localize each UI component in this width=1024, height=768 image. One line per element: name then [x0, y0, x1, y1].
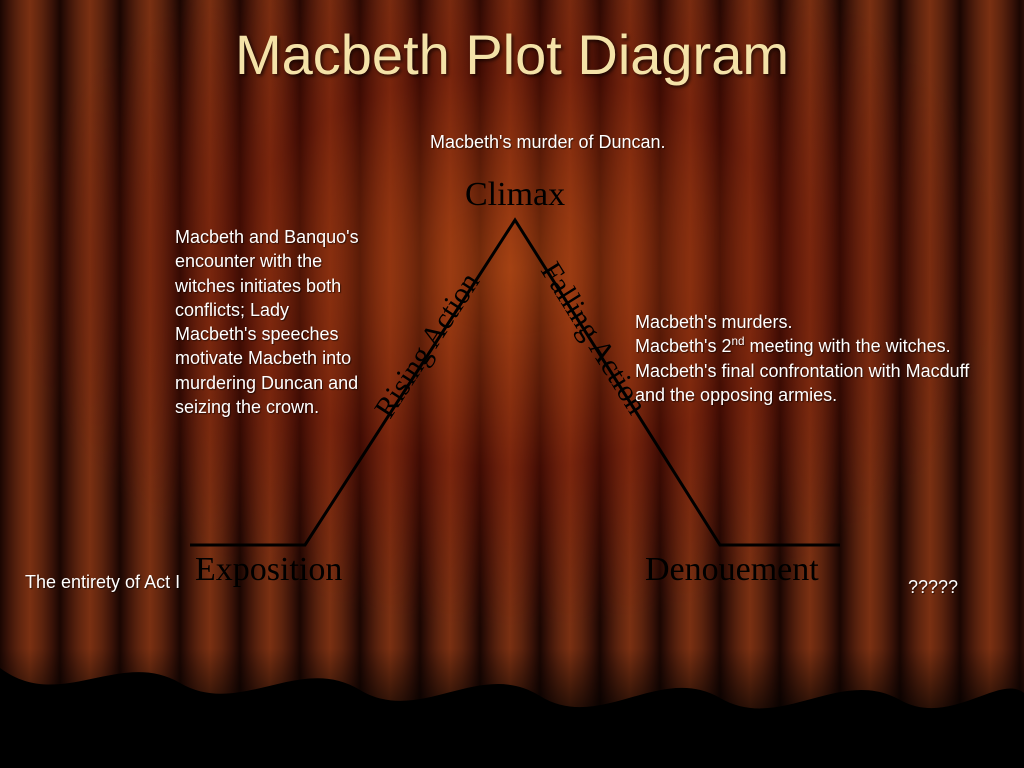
slide-title: Macbeth Plot Diagram: [0, 22, 1024, 87]
falling-line-2-prefix: Macbeth's 2: [635, 336, 732, 356]
annotation-falling-action: Macbeth's murders. Macbeth's 2nd meeting…: [635, 310, 985, 407]
annotation-climax: Macbeth's murder of Duncan.: [430, 130, 790, 154]
label-denouement: Denouement: [645, 551, 819, 588]
falling-line-1: Macbeth's murders.: [635, 310, 985, 334]
label-rising-action: Rising Action: [368, 267, 486, 424]
annotation-exposition: The entirety of Act I: [25, 570, 275, 594]
falling-line-2-sup: nd: [732, 335, 745, 348]
falling-line-2-suffix: meeting with the witches.: [745, 336, 951, 356]
annotation-denouement: ?????: [908, 575, 1008, 599]
label-climax: Climax: [465, 176, 565, 213]
slide-stage: Macbeth Plot Diagram Exposition Denoueme…: [0, 0, 1024, 768]
falling-line-2: Macbeth's 2nd meeting with the witches.: [635, 334, 985, 358]
curtain-bottom: [0, 648, 1024, 768]
annotation-rising-action: Macbeth and Banquo's encounter with the …: [175, 225, 375, 419]
falling-line-3: Macbeth's final confrontation with Macdu…: [635, 359, 985, 408]
